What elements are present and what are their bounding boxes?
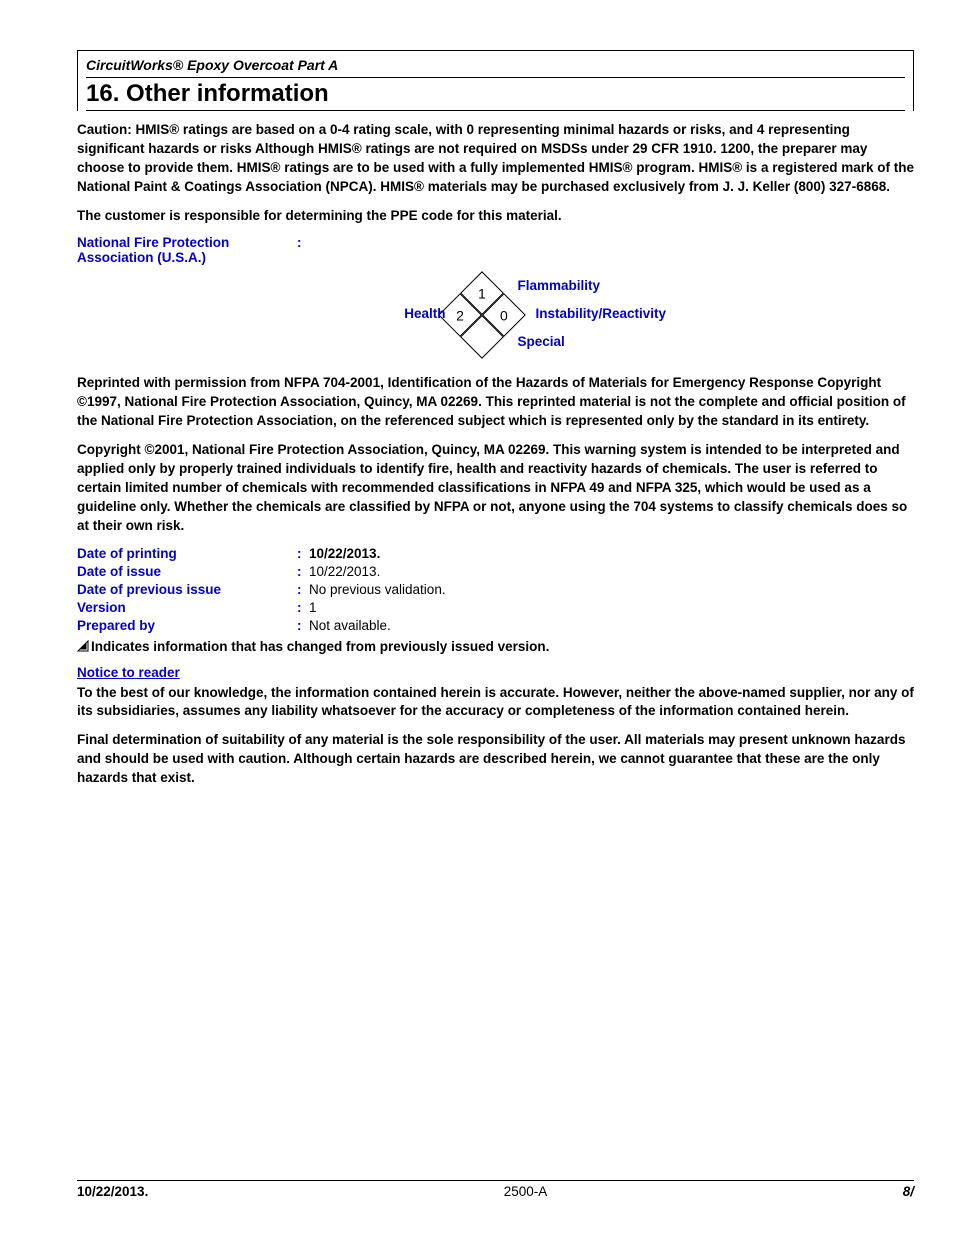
nfpa-flammability-label: Flammability (518, 278, 601, 293)
prepared-by-value: Not available. (309, 618, 391, 633)
version-row: Version : 1 (77, 600, 914, 615)
reprint-paragraph: Reprinted with permission from NFPA 704-… (77, 374, 914, 431)
notice-paragraph-2: Final determination of suitability of an… (77, 731, 914, 788)
notice-to-reader-header: Notice to reader (77, 665, 914, 680)
nfpa-special-label: Special (518, 334, 565, 349)
nfpa-association-label: National Fire Protection Association (U.… (77, 235, 297, 265)
date-of-printing-row: Date of printing : 10/22/2013. (77, 546, 914, 561)
nfpa-label-row: National Fire Protection Association (U.… (77, 235, 914, 265)
date-of-issue-label: Date of issue (77, 564, 297, 579)
section-heading: 16. Other information (86, 80, 905, 111)
footer-page-number: 8/ (903, 1184, 914, 1199)
date-of-issue-row: Date of issue : 10/22/2013. (77, 564, 914, 579)
copyright-paragraph: Copyright ©2001, National Fire Protectio… (77, 441, 914, 535)
version-label: Version (77, 600, 297, 615)
notice-paragraph-1: To the best of our knowledge, the inform… (77, 684, 914, 722)
version-value: 1 (309, 600, 317, 615)
date-of-printing-label: Date of printing (77, 546, 297, 561)
nfpa-health-label: Health (404, 306, 445, 321)
date-of-previous-issue-row: Date of previous issue : No previous val… (77, 582, 914, 597)
nfpa-instability-label: Instability/Reactivity (536, 306, 667, 321)
footer-date: 10/22/2013. (77, 1184, 148, 1199)
prepared-by-label: Prepared by (77, 618, 297, 633)
date-of-printing-value: 10/22/2013. (309, 546, 380, 561)
date-of-previous-issue-value: No previous validation. (309, 582, 446, 597)
footer-doc-code: 2500-A (504, 1184, 548, 1199)
nfpa-diamond-block: 1 0 2 Health Flammability Instability/Re… (77, 270, 914, 360)
colon: : (297, 235, 309, 265)
caution-paragraph: Caution: HMIS® ratings are based on a 0-… (77, 121, 914, 197)
page-footer: 10/22/2013. 2500-A 8/ (77, 1180, 914, 1199)
triangle-icon (77, 640, 89, 655)
change-indicator-note: Indicates information that has changed f… (77, 639, 914, 655)
prepared-by-row: Prepared by : Not available. (77, 618, 914, 633)
date-of-previous-issue-label: Date of previous issue (77, 582, 297, 597)
date-of-issue-value: 10/22/2013. (309, 564, 380, 579)
nfpa-diamond: 1 0 2 (438, 272, 526, 360)
document-title: CircuitWorks® Epoxy Overcoat Part A (86, 57, 905, 78)
ppe-paragraph: The customer is responsible for determin… (77, 207, 914, 226)
